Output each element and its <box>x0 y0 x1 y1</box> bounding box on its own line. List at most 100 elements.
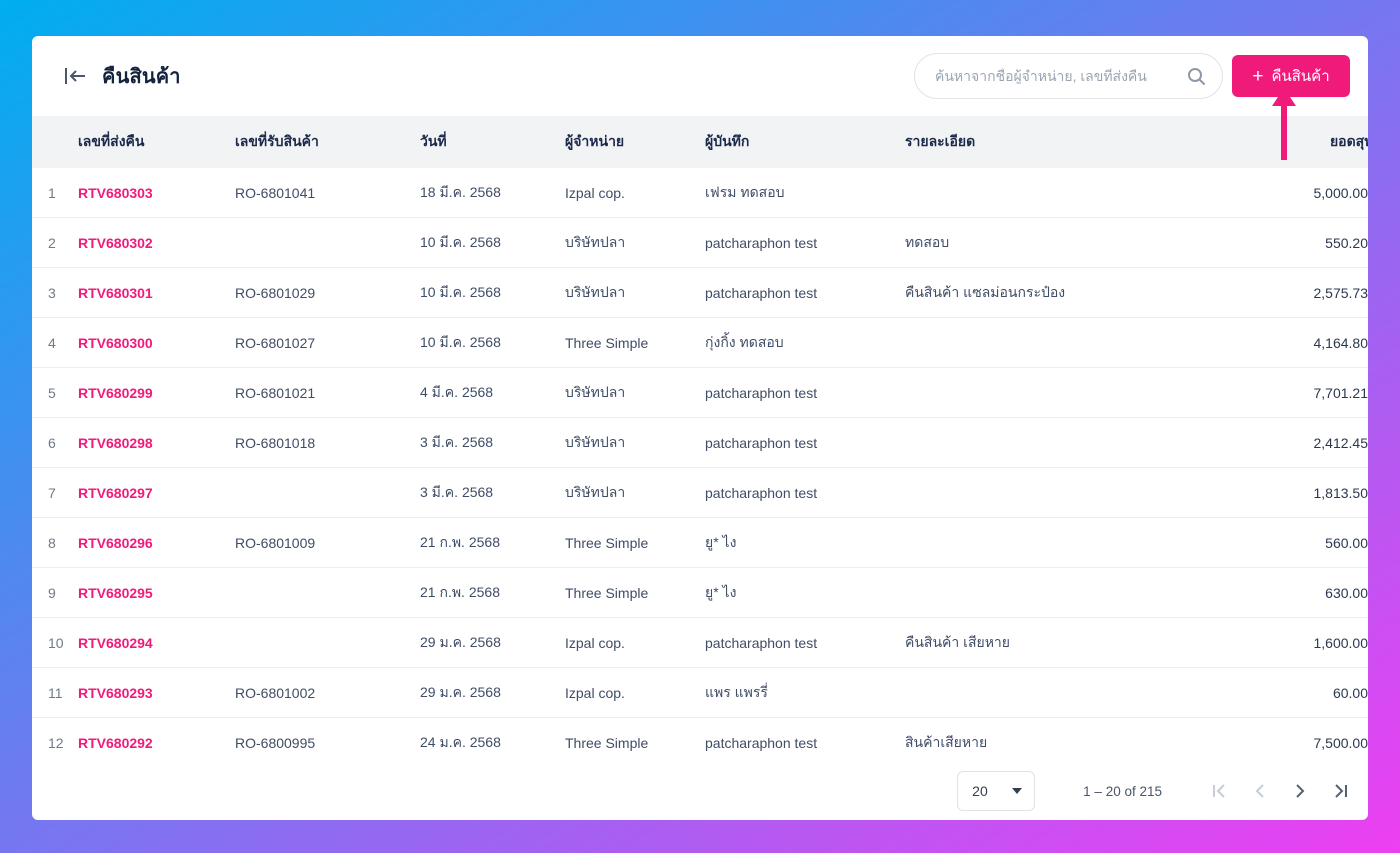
row-index: 7 <box>48 484 56 501</box>
return-number-link[interactable]: RTV680300 <box>78 334 153 351</box>
vendor-cell: Izpal cop. <box>565 634 625 651</box>
recorder-cell: ยู* ไง <box>705 583 737 600</box>
page-title: คืนสินค้า <box>102 66 181 88</box>
add-return-button[interactable]: + คืนสินค้า <box>1232 55 1350 97</box>
recorder-cell: patcharaphon test <box>705 284 818 301</box>
column-header-detail: รายละเอียด <box>905 133 976 149</box>
return-number-link[interactable]: RTV680297 <box>78 484 153 501</box>
amount-cell: 7,500.00 <box>1313 735 1369 751</box>
recorder-cell: แพร แพรรี่ <box>705 683 768 700</box>
table-row[interactable]: 8 RTV680296 RO-6801009 21 ก.พ. 2568 Thre… <box>32 518 1368 568</box>
vendor-cell: บริษัทปลา <box>565 283 626 300</box>
detail-cell: คืนสินค้า เสียหาย <box>905 633 1010 650</box>
row-index: 1 <box>48 184 56 201</box>
table-row[interactable]: 12 RTV680292 RO-6800995 24 ม.ค. 2568 Thr… <box>32 718 1368 768</box>
page-header: คืนสินค้า + คืนสินค้า <box>32 36 1368 116</box>
row-index: 4 <box>48 334 56 351</box>
table-row[interactable]: 2 RTV680302 10 มี.ค. 2568 บริษัทปลา patc… <box>32 218 1368 268</box>
table-row[interactable]: 3 RTV680301 RO-6801029 10 มี.ค. 2568 บริ… <box>32 268 1368 318</box>
date-cell: 3 มี.ค. 2568 <box>420 433 494 450</box>
return-number-link[interactable]: RTV680293 <box>78 684 153 701</box>
detail-cell: สินค้าเสียหาย <box>905 734 988 750</box>
date-cell: 10 มี.ค. 2568 <box>420 233 501 250</box>
vendor-cell: Three Simple <box>565 584 649 601</box>
amount-cell: 5,000.00 <box>1313 184 1369 201</box>
vendor-cell: Three Simple <box>565 735 649 751</box>
search-input[interactable] <box>935 68 1187 84</box>
return-number-link[interactable]: RTV680295 <box>78 584 153 601</box>
pagination-nav <box>1192 779 1352 803</box>
amount-cell: 560.00 <box>1325 534 1368 551</box>
amount-cell: 550.20 <box>1325 234 1368 251</box>
receive-number-cell: RO-6801018 <box>235 434 316 451</box>
recorder-cell: patcharaphon test <box>705 735 818 751</box>
first-page-icon[interactable] <box>1208 779 1232 803</box>
row-index: 8 <box>48 534 56 551</box>
receive-number-cell: RO-6801029 <box>235 284 316 301</box>
recorder-cell: patcharaphon test <box>705 434 818 451</box>
column-header-receive-no: เลขที่รับสินค้า <box>235 133 319 149</box>
row-index: 5 <box>48 384 56 401</box>
receive-number-cell: RO-6801041 <box>235 184 316 201</box>
table-row[interactable]: 7 RTV680297 3 มี.ค. 2568 บริษัทปลา patch… <box>32 468 1368 518</box>
date-cell: 18 มี.ค. 2568 <box>420 183 501 200</box>
amount-cell: 630.00 <box>1325 584 1368 601</box>
return-number-link[interactable]: RTV680299 <box>78 384 153 401</box>
table-row[interactable]: 4 RTV680300 RO-6801027 10 มี.ค. 2568 Thr… <box>32 318 1368 368</box>
amount-cell: 7,701.21 <box>1313 384 1369 401</box>
vendor-cell: Izpal cop. <box>565 184 625 201</box>
amount-cell: 60.00 <box>1332 684 1368 701</box>
page-size-select[interactable]: 20 <box>957 771 1036 811</box>
date-cell: 24 ม.ค. 2568 <box>420 734 501 750</box>
vendor-cell: Izpal cop. <box>565 684 625 701</box>
row-index: 3 <box>48 284 56 301</box>
column-header-recorder: ผู้บันทึก <box>705 133 750 149</box>
return-number-link[interactable]: RTV680296 <box>78 534 153 551</box>
table-row[interactable]: 11 RTV680293 RO-6801002 29 ม.ค. 2568 Izp… <box>32 668 1368 718</box>
vendor-cell: บริษัทปลา <box>565 433 626 450</box>
plus-icon: + <box>1252 65 1264 87</box>
column-header-return-no: เลขที่ส่งคืน <box>78 133 145 149</box>
receive-number-cell: RO-6800995 <box>235 735 316 751</box>
return-number-link[interactable]: RTV680294 <box>78 634 153 651</box>
table-row[interactable]: 5 RTV680299 RO-6801021 4 มี.ค. 2568 บริษ… <box>32 368 1368 418</box>
search-icon[interactable] <box>1187 67 1206 86</box>
return-number-link[interactable]: RTV680292 <box>78 735 153 751</box>
recorder-cell: patcharaphon test <box>705 384 818 401</box>
returns-page-card: คืนสินค้า + คืนสินค้า เลขที่ส่งคืน เลขที… <box>32 36 1368 820</box>
row-index: 12 <box>48 735 64 751</box>
receive-number-cell: RO-6801027 <box>235 334 316 351</box>
pagination-bar: 20 1 – 20 of 215 <box>32 768 1368 820</box>
search-box[interactable] <box>914 53 1223 99</box>
return-number-link[interactable]: RTV680298 <box>78 434 153 451</box>
receive-number-cell: RO-6801002 <box>235 684 316 701</box>
date-cell: 10 มี.ค. 2568 <box>420 333 501 350</box>
table-row[interactable]: 6 RTV680298 RO-6801018 3 มี.ค. 2568 บริษ… <box>32 418 1368 468</box>
collapse-sidebar-icon[interactable] <box>62 63 88 89</box>
receive-number-cell: RO-6801009 <box>235 534 316 551</box>
last-page-icon[interactable] <box>1328 779 1352 803</box>
table-header-row: เลขที่ส่งคืน เลขที่รับสินค้า วันที่ ผู้จ… <box>32 116 1368 168</box>
amount-cell: 4,164.80 <box>1313 334 1369 351</box>
next-page-icon[interactable] <box>1288 779 1312 803</box>
previous-page-icon[interactable] <box>1248 779 1272 803</box>
return-number-link[interactable]: RTV680303 <box>78 184 153 201</box>
pagination-range-label: 1 – 20 of 215 <box>1083 783 1162 799</box>
table-row[interactable]: 9 RTV680295 21 ก.พ. 2568 Three Simple ยู… <box>32 568 1368 618</box>
vendor-cell: Three Simple <box>565 334 649 351</box>
return-number-link[interactable]: RTV680301 <box>78 284 153 301</box>
table-row[interactable]: 1 RTV680303 RO-6801041 18 มี.ค. 2568 Izp… <box>32 168 1368 218</box>
row-index: 11 <box>48 684 63 701</box>
add-return-button-label: คืนสินค้า <box>1271 68 1330 85</box>
amount-cell: 1,600.00 <box>1313 634 1369 651</box>
return-number-link[interactable]: RTV680302 <box>78 234 153 251</box>
table-row[interactable]: 10 RTV680294 29 ม.ค. 2568 Izpal cop. pat… <box>32 618 1368 668</box>
column-header-vendor: ผู้จำหน่าย <box>565 133 625 149</box>
date-cell: 3 มี.ค. 2568 <box>420 483 494 500</box>
recorder-cell: patcharaphon test <box>705 634 818 651</box>
amount-cell: 2,575.73 <box>1313 284 1369 301</box>
recorder-cell: กุ่งกิ้ง ทดสอบ <box>705 333 784 350</box>
vendor-cell: บริษัทปลา <box>565 483 626 500</box>
date-cell: 21 ก.พ. 2568 <box>420 583 500 600</box>
